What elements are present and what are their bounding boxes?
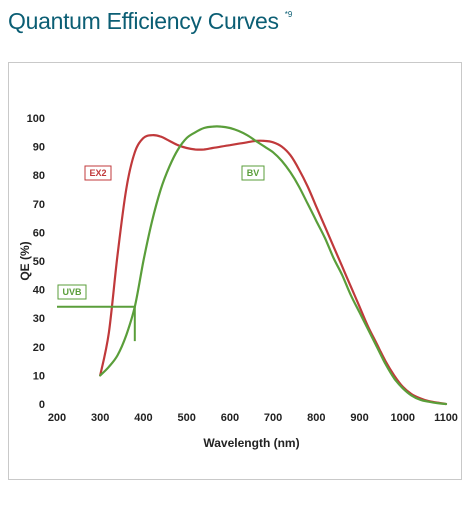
x-tick-label: 300 [91, 412, 109, 424]
legend-label-text: EX2 [89, 168, 106, 178]
legend-label-box [241, 165, 265, 181]
y-tick-label: 80 [33, 170, 45, 182]
y-tick-label: 0 [39, 399, 45, 411]
y-tick-label: 70 [33, 199, 45, 211]
y-axis-title: QE (%) [18, 241, 32, 280]
legend-label-box [84, 165, 112, 181]
series-line-bv [99, 125, 448, 406]
x-tick-label: 200 [48, 412, 66, 424]
chart-heading: Quantum Efficiency Curves *9 [8, 8, 292, 35]
title-footnote-marker: *9 [284, 10, 293, 19]
series-line-uvb [57, 305, 136, 342]
x-tick-label: 900 [350, 412, 368, 424]
legend-label-box [57, 284, 87, 300]
series-layer [57, 125, 448, 406]
y-tick-label: 10 [33, 370, 45, 382]
y-tick-label: 30 [33, 313, 45, 325]
y-tick-label: 50 [33, 256, 45, 268]
x-tick-label: 1100 [434, 412, 458, 424]
y-tick-label: 90 [33, 142, 45, 154]
x-tick-label: 400 [134, 412, 152, 424]
y-tick-label: 40 [33, 285, 45, 297]
series-line-ex2 [99, 134, 448, 406]
y-tick-label: 20 [33, 342, 45, 354]
x-tick-label: 500 [177, 412, 195, 424]
axes: 0 10 20 30 40 50 60 70 80 90 100 200 300 400 500 600 700… [27, 113, 458, 424]
x-tick-label: 700 [264, 412, 282, 424]
y-tick-label: 100 [27, 113, 45, 125]
legend-label-text: BV [247, 168, 260, 178]
y-tick-label: 60 [33, 227, 45, 239]
x-axis-title: Wavelength (nm) [203, 436, 299, 450]
chart-title: Quantum Efficiency Curves [8, 8, 279, 34]
labels-layer: EX2 BV UVB [57, 165, 265, 300]
legend-label-uvb: UVB [57, 284, 87, 300]
x-tick-label: 1000 [391, 412, 415, 424]
x-tick-label: 800 [307, 412, 325, 424]
chart-frame [8, 62, 462, 480]
legend-label-bv: BV [241, 165, 265, 181]
legend-label-ex2: EX2 [84, 165, 112, 181]
legend-label-text: UVB [62, 287, 82, 297]
x-tick-label: 600 [221, 412, 239, 424]
